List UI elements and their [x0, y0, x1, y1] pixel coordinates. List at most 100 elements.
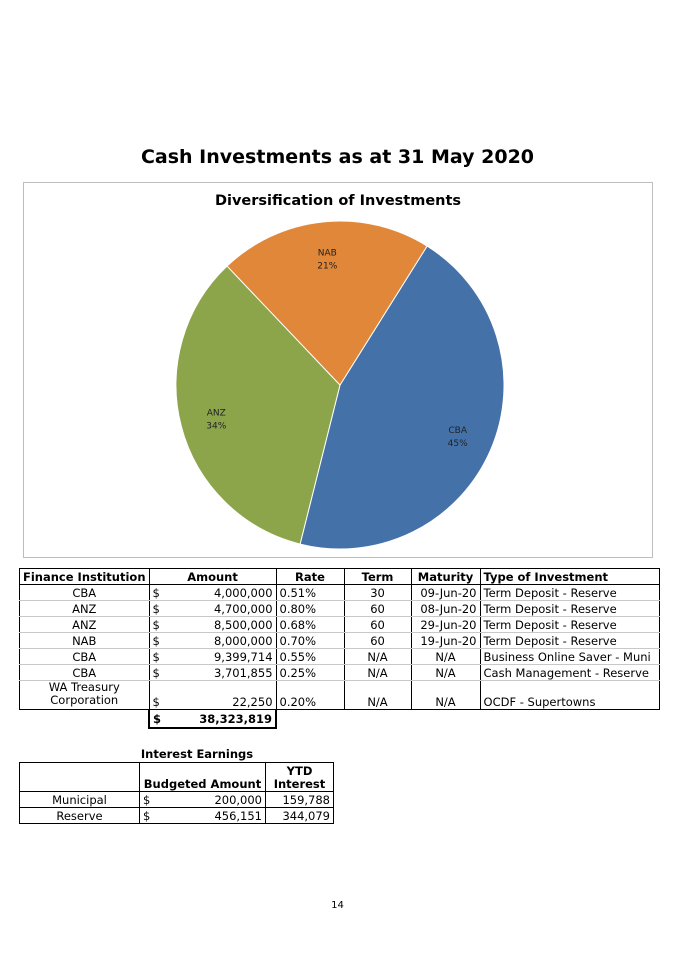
cell-amount: 22,250: [165, 680, 277, 710]
total-spacer: [20, 710, 150, 729]
table-row: WA Treasury Corporation $ 22,250 0.20% N/…: [19, 680, 660, 710]
header-budgeted: Budgeted Amount: [139, 762, 266, 792]
cell-amount: 8,000,000: [165, 632, 277, 649]
pie-chart-svg: CBA 45% ANZ 34% NAB 21%: [175, 220, 505, 550]
institution-line-2: Corporation: [50, 693, 119, 707]
cell-rate: 0.55%: [275, 648, 345, 665]
cell-maturity: 08-Jun-20: [410, 600, 481, 617]
header-term: Term: [343, 568, 412, 585]
cell-type: Business Online Saver - Muni: [479, 648, 660, 665]
cell-rate: 0.70%: [275, 632, 345, 649]
table-row: CBA $ 3,701,855 0.25% N/A N/A Cash Manag…: [19, 664, 660, 681]
cell-maturity: 19-Jun-20: [410, 632, 481, 649]
table-row: Municipal $ 200,000 159,788: [19, 791, 334, 808]
investments-table: Finance Institution Amount Rate Term Mat…: [19, 568, 660, 729]
table-row: ANZ $ 4,700,000 0.80% 60 08-Jun-20 Term …: [19, 600, 660, 617]
cell-maturity: 09-Jun-20: [410, 584, 481, 601]
interest-title: Interest Earnings: [140, 747, 254, 761]
cell-institution: WA Treasury Corporation: [19, 680, 150, 710]
chart-title: Diversification of Investments: [214, 193, 462, 209]
header-amount: Amount: [148, 568, 277, 585]
total-spacer: [276, 710, 659, 729]
cell-currency: $: [148, 584, 166, 601]
header-blank: [19, 762, 140, 792]
cell-amount: 3,701,855: [165, 664, 277, 681]
cell-type: Term Deposit - Reserve: [479, 600, 660, 617]
institution-line-1: WA Treasury: [48, 680, 120, 694]
cell-currency: $: [148, 648, 166, 665]
cell-amount: 4,700,000: [165, 600, 277, 617]
cell-currency: $: [148, 616, 166, 633]
cell-institution: ANZ: [19, 600, 150, 617]
cell-currency: $: [148, 600, 166, 617]
cell-term: 30: [343, 584, 412, 601]
slice-label-anz: ANZ: [207, 408, 226, 418]
table-row: CBA $ 4,000,000 0.51% 30 09-Jun-20 Term …: [19, 584, 660, 601]
cell-currency: $: [139, 807, 156, 824]
cell-category: Municipal: [19, 791, 140, 808]
pie-slice-cba: [299, 245, 505, 550]
table-header-row: Finance Institution Amount Rate Term Mat…: [19, 568, 660, 585]
header-rate: Rate: [275, 568, 345, 585]
cell-maturity: N/A: [410, 664, 481, 681]
cell-institution: NAB: [19, 632, 150, 649]
cell-institution: ANZ: [19, 616, 150, 633]
cell-rate: 0.20%: [275, 680, 345, 710]
slice-label-nab: NAB: [318, 249, 337, 259]
cell-rate: 0.80%: [275, 600, 345, 617]
pie-chart: Diversification of Investments CBA 45% ANZ…: [23, 182, 653, 558]
cell-amount: 8,500,000: [165, 616, 277, 633]
cell-ytd: 344,079: [265, 807, 334, 824]
page-title: Cash Investments as at 31 May 2020: [140, 146, 535, 168]
table-row: CBA $ 9,399,714 0.55% N/A N/A Business O…: [19, 648, 660, 665]
cell-ytd: 159,788: [265, 791, 334, 808]
pie-slice-nab: [226, 220, 428, 386]
cell-type: Term Deposit - Reserve: [479, 584, 660, 601]
cell-institution: CBA: [19, 648, 150, 665]
total-amount: 38,323,819: [165, 709, 278, 729]
pie-slice-anz: [175, 265, 341, 545]
header-ytd: YTD Interest: [265, 762, 334, 792]
cell-currency: $: [148, 664, 166, 681]
cell-term: N/A: [343, 664, 412, 681]
cell-type: Cash Management - Reserve: [479, 664, 660, 681]
cell-term: 60: [343, 600, 412, 617]
cell-budgeted: 456,151: [156, 807, 266, 824]
cell-currency: $: [148, 632, 166, 649]
table-row: ANZ $ 8,500,000 0.68% 60 29-Jun-20 Term …: [19, 616, 660, 633]
slice-percent-cba: 45%: [448, 439, 468, 449]
interest-table: Budgeted Amount YTD Interest Municipal $ …: [19, 762, 334, 824]
slice-label-cba: CBA: [448, 426, 467, 436]
table-row: Reserve $ 456,151 344,079: [19, 807, 334, 824]
slice-percent-nab: 21%: [317, 262, 337, 272]
header-type: Type of Investment: [479, 568, 660, 585]
cell-amount: 9,399,714: [165, 648, 277, 665]
cell-term: N/A: [343, 648, 412, 665]
cell-rate: 0.68%: [275, 616, 345, 633]
cell-currency: $: [148, 680, 166, 710]
cell-category: Reserve: [19, 807, 140, 824]
cell-amount: 4,000,000: [165, 584, 277, 601]
cell-type: Term Deposit - Reserve: [479, 616, 660, 633]
cell-term: 60: [343, 616, 412, 633]
cell-maturity: 29-Jun-20: [410, 616, 481, 633]
header-institution: Finance Institution: [19, 568, 150, 585]
page-number: 14: [331, 900, 344, 911]
cell-rate: 0.51%: [275, 584, 345, 601]
interest-header-row: Budgeted Amount YTD Interest: [19, 762, 334, 792]
cell-maturity: N/A: [410, 648, 481, 665]
cell-type: Term Deposit - Reserve: [479, 632, 660, 649]
cell-budgeted: 200,000: [156, 791, 266, 808]
header-maturity: Maturity: [410, 568, 481, 585]
cell-type: OCDF - Supertowns: [479, 680, 660, 710]
header-ytd-line-2: Interest: [273, 777, 326, 791]
table-row: NAB $ 8,000,000 0.70% 60 19-Jun-20 Term …: [19, 632, 660, 649]
cell-term: N/A: [343, 680, 412, 710]
cell-institution: CBA: [19, 584, 150, 601]
total-row: $ 38,323,819: [20, 709, 660, 729]
header-ytd-line-1: YTD: [286, 764, 313, 778]
cell-institution: CBA: [19, 664, 150, 681]
total-currency: $: [148, 709, 166, 729]
cell-term: 60: [343, 632, 412, 649]
slice-percent-anz: 34%: [206, 421, 226, 431]
